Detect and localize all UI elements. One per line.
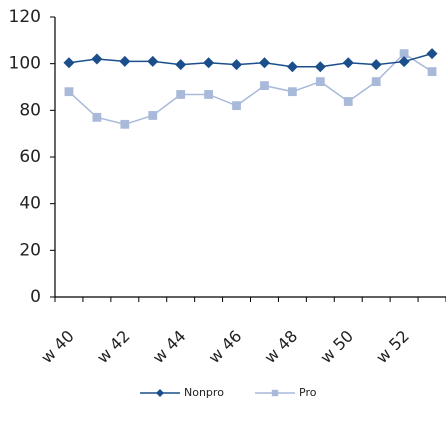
y-tick-label: 60 <box>19 147 41 167</box>
marker <box>287 87 297 97</box>
y-tick-label: 80 <box>19 100 41 120</box>
y-tick-label: 0 <box>30 287 41 307</box>
y-tick-label: 120 <box>9 7 41 27</box>
x-tick-label: w 44 <box>149 326 190 367</box>
marker <box>119 55 131 67</box>
marker <box>314 61 326 73</box>
x-tick-label: w 48 <box>261 326 302 367</box>
marker <box>427 67 437 76</box>
marker <box>64 87 74 97</box>
x-tick-label: w 46 <box>205 326 246 367</box>
x-tick-label: w 42 <box>93 326 134 367</box>
y-tick-label: 40 <box>19 194 41 214</box>
marker <box>156 389 164 397</box>
x-tick-label: w 40 <box>37 326 78 367</box>
marker <box>371 77 381 87</box>
marker <box>148 111 158 120</box>
y-tick-label: 100 <box>9 54 41 74</box>
marker <box>260 81 269 90</box>
x-tick-label: w 52 <box>372 326 413 367</box>
y-tick-label: 20 <box>19 240 41 260</box>
marker <box>203 57 215 69</box>
marker <box>426 48 438 60</box>
marker <box>343 97 353 106</box>
marker <box>370 59 382 71</box>
marker <box>258 57 270 69</box>
marker <box>63 57 75 69</box>
marker <box>271 389 279 397</box>
marker <box>175 59 187 71</box>
marker <box>120 119 130 129</box>
series-line <box>68 52 433 126</box>
legend-label: Pro <box>299 386 317 399</box>
marker <box>398 56 410 68</box>
marker <box>286 61 298 73</box>
marker <box>231 59 243 71</box>
marker <box>92 112 102 122</box>
legend-label: Nonpro <box>184 386 224 399</box>
marker <box>232 101 241 111</box>
marker <box>342 57 354 69</box>
x-tick-label: w 50 <box>316 326 357 367</box>
marker <box>204 90 214 99</box>
marker <box>147 55 159 67</box>
marker <box>315 77 325 87</box>
marker <box>91 53 103 65</box>
marker <box>399 49 409 59</box>
marker <box>176 90 186 99</box>
